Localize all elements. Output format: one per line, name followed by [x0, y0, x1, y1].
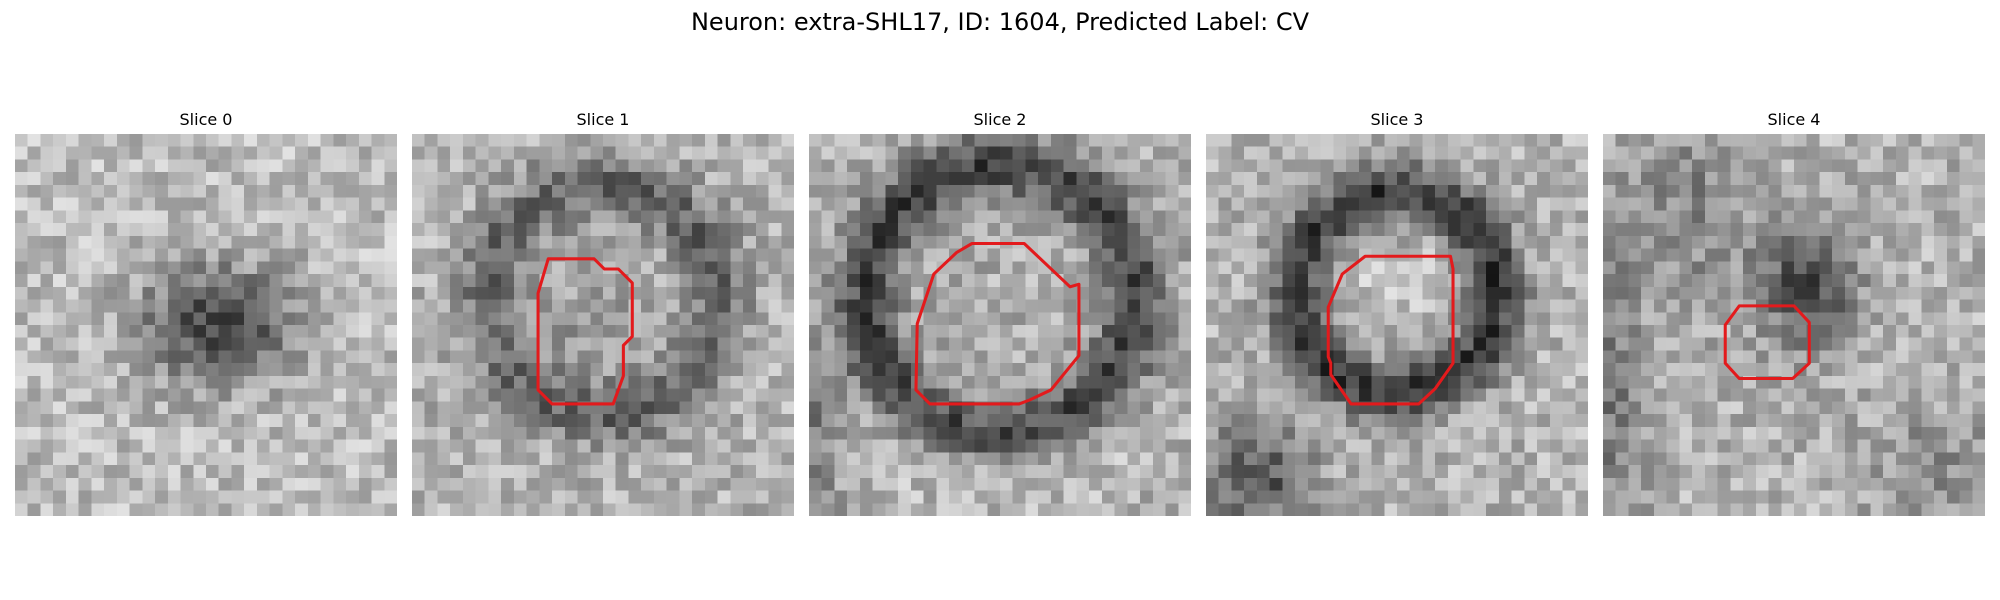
figure-title: Neuron: extra-SHL17, ID: 1604, Predicted… [690, 8, 1310, 36]
slice-4-panel: Slice 4 [1603, 108, 1985, 516]
slice-1-title: Slice 1 [576, 110, 630, 129]
slice-4-contour [1723, 304, 1811, 381]
slice-2-contour [914, 241, 1081, 406]
slice-1-panel: Slice 1 [412, 108, 794, 516]
slice-4-title: Slice 4 [1767, 110, 1821, 129]
slice-3-contour [1326, 254, 1455, 406]
slice-2-panel: Slice 2 [809, 108, 1191, 516]
slice-2-image [809, 134, 1191, 516]
slice-2-title: Slice 2 [973, 110, 1027, 129]
slice-4-image [1603, 134, 1985, 516]
slice-1-contour [536, 257, 634, 406]
slice-3-title: Slice 3 [1370, 110, 1424, 129]
slice-3-image [1206, 134, 1588, 516]
slice-0-title: Slice 0 [179, 110, 233, 129]
slice-0-image [15, 134, 397, 516]
slice-1-image [412, 134, 794, 516]
slice-3-panel: Slice 3 [1206, 108, 1588, 516]
slice-0-panel: Slice 0 [15, 108, 397, 516]
